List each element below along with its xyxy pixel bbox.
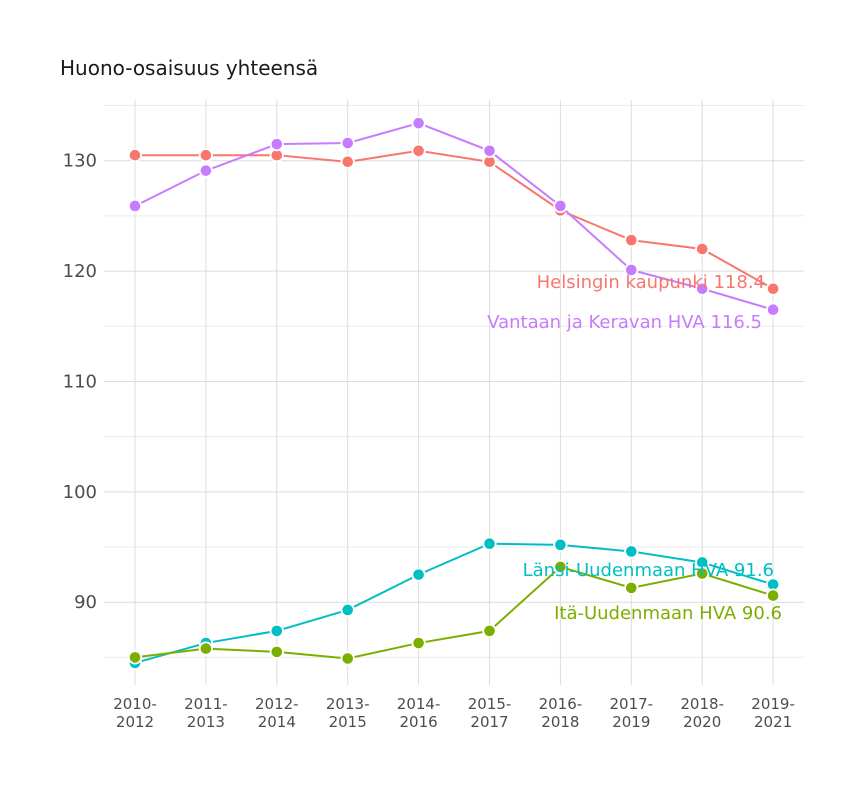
data-point [269,137,284,152]
data-point [127,650,143,665]
x-tick-label: 2011-2013 [184,695,228,731]
y-tick-label: 110 [63,371,97,392]
data-point [765,281,781,296]
data-point [624,544,639,559]
data-point [553,198,568,214]
x-tick-label: 2018-2020 [680,695,724,731]
y-tick-label: 120 [63,261,97,282]
x-tick-label: 2015-2017 [468,695,512,731]
x-tick-label: 2019-2021 [751,695,795,731]
series-line [134,122,774,311]
y-tick-label: 130 [63,151,97,172]
series-line [134,565,774,660]
data-point [269,644,284,659]
y-tick-label: 100 [63,482,97,503]
data-point [411,143,426,158]
data-point [340,154,355,169]
data-point [553,537,568,552]
data-point [411,567,426,582]
data-point [695,281,710,296]
data-point [695,566,710,581]
data-point [411,116,426,131]
chart-title: Huono-osaisuus yhteensä [60,56,319,80]
data-point [553,559,568,574]
series-line [135,149,774,290]
series-end-label: Itä-Uudenmaan HVA 90.6 [554,603,782,624]
data-point [695,241,710,257]
data-point [624,262,639,278]
x-tick-label: 2010-2012 [113,695,157,731]
data-point [765,302,781,317]
data-point [340,602,355,618]
data-point [198,148,213,163]
data-point [198,641,213,656]
data-point [624,233,639,248]
data-point [198,163,213,178]
series-end-label: Länsi-Uudenmaan HVA 91.6 [523,560,774,581]
series-line [134,542,774,664]
data-point [127,148,143,163]
series-end-label: Helsingin kaupunki 118.4 [537,272,765,293]
data-point [269,623,284,639]
x-tick-label: 2017-2019 [610,695,654,731]
y-tick-label: 90 [74,592,97,613]
data-point [127,198,143,214]
data-point [482,623,497,639]
data-point [482,143,497,158]
data-point [340,135,355,151]
data-point [411,635,426,651]
data-point [340,651,355,666]
x-tick-label: 2013-2015 [326,695,370,731]
data-point [624,580,639,595]
x-tick-label: 2012-2014 [255,695,299,731]
data-point [482,536,497,551]
data-point [765,588,781,603]
x-tick-label: 2016-2018 [539,695,583,731]
x-tick-label: 2014-2016 [397,695,441,731]
series-end-label: Vantaan ja Keravan HVA 116.5 [487,312,762,333]
